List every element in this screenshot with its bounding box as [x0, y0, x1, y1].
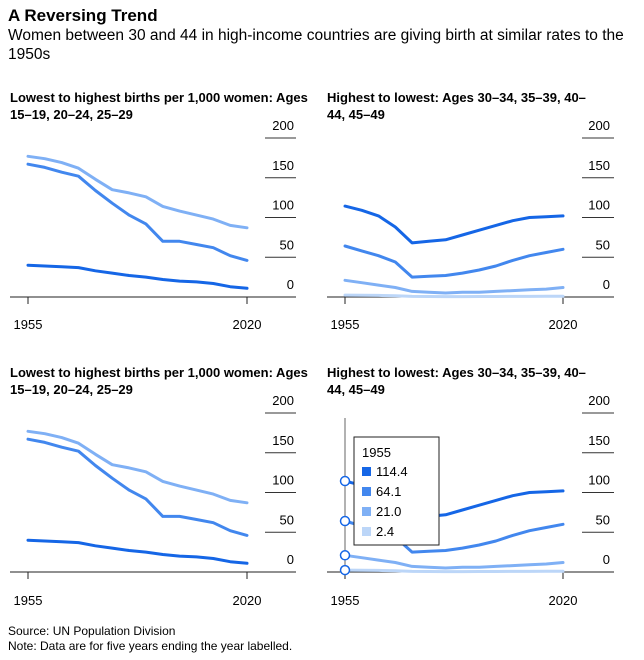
- series-line-2: [26, 162, 249, 262]
- y-tick-label: 200: [588, 118, 610, 133]
- y-tick-label: 100: [272, 473, 294, 488]
- y-tick-label: 0: [603, 552, 610, 567]
- x-tick-label: 2020: [549, 593, 578, 608]
- series-line-2: [26, 437, 249, 537]
- y-tick-label: 200: [272, 118, 294, 133]
- y-tick-label: 100: [588, 198, 610, 213]
- x-tick-label: 2020: [233, 317, 262, 332]
- y-tick-label: 200: [272, 393, 294, 408]
- source-note: Source: UN Population Division: [8, 624, 176, 638]
- y-tick-label: 150: [272, 433, 294, 448]
- y-tick-label: 150: [588, 433, 610, 448]
- hover-marker-2: [339, 515, 351, 527]
- tooltip-swatch: [362, 467, 371, 476]
- series-line-3: [343, 553, 565, 570]
- tooltip-swatch: [362, 507, 371, 516]
- series-line-3: [343, 278, 565, 295]
- y-tick-label: 100: [272, 198, 294, 213]
- tooltip-swatch: [362, 487, 371, 496]
- x-tick-label: 2020: [233, 593, 262, 608]
- y-tick-label: 50: [280, 237, 294, 252]
- panel-title-top-right: Highest to lowest: Ages 30–34, 35–39, 40…: [327, 90, 586, 122]
- series-line-1: [26, 429, 249, 505]
- panel-title-bottom-right: Highest to lowest: Ages 30–34, 35–39, 40…: [327, 365, 586, 397]
- tooltip-value: 114.4: [376, 464, 408, 479]
- tooltip-value: 21.0: [376, 504, 401, 519]
- y-tick-label: 0: [287, 277, 294, 292]
- x-tick-label: 2020: [549, 317, 578, 332]
- y-tick-label: 50: [596, 512, 610, 527]
- x-tick-label: 1955: [331, 317, 360, 332]
- y-tick-label: 50: [280, 512, 294, 527]
- hover-marker-1: [339, 475, 351, 487]
- tooltip-year: 1955: [362, 445, 391, 460]
- series-line-1: [26, 154, 249, 230]
- x-tick-label: 1955: [14, 317, 43, 332]
- panel-title-top-left: Lowest to highest births per 1,000 women…: [10, 90, 308, 122]
- chart-subtitle: Women between 30 and 44 in high-income c…: [8, 27, 624, 63]
- hover-marker-3: [339, 550, 351, 561]
- y-tick-label: 100: [588, 473, 610, 488]
- series-line-3: [26, 538, 249, 565]
- panel-title-bottom-left: Lowest to highest births per 1,000 women…: [10, 365, 308, 397]
- y-tick-label: 150: [588, 158, 610, 173]
- series-line-1: [343, 204, 565, 245]
- y-tick-label: 200: [588, 393, 610, 408]
- y-tick-label: 150: [272, 158, 294, 173]
- x-tick-label: 1955: [14, 593, 43, 608]
- y-tick-label: 50: [596, 237, 610, 252]
- chart-title: A Reversing Trend: [8, 6, 158, 25]
- tooltip-swatch: [362, 527, 371, 536]
- y-tick-label: 0: [287, 552, 294, 567]
- y-tick-label: 0: [603, 277, 610, 292]
- series-line-4: [343, 568, 565, 574]
- data-note: Note: Data are for five years ending the…: [8, 639, 293, 653]
- tooltip-value: 2.4: [376, 524, 394, 539]
- hover-marker-4: [339, 564, 351, 576]
- series-line-2: [343, 244, 565, 279]
- x-tick-label: 1955: [331, 593, 360, 608]
- series-line-4: [343, 293, 565, 299]
- tooltip-value: 64.1: [376, 484, 401, 499]
- series-line-3: [26, 263, 249, 290]
